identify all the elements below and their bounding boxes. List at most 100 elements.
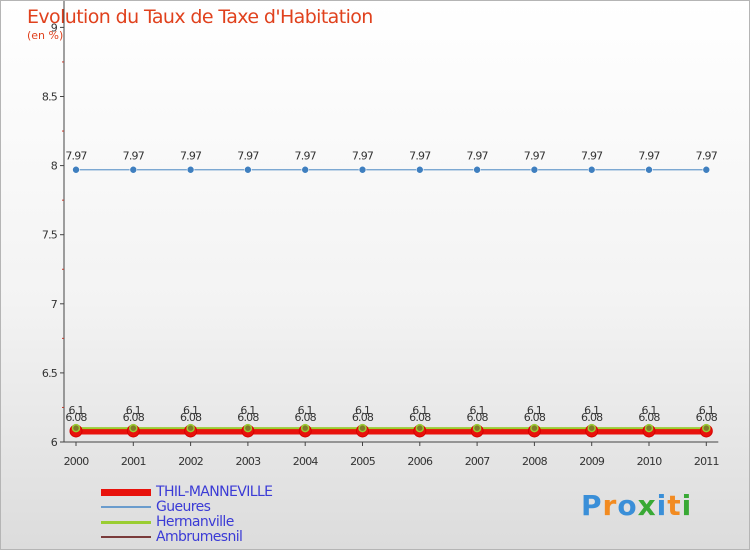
y-tick-label: 8 (51, 160, 58, 173)
y-tick-label: 8.5 (42, 91, 58, 104)
data-point (243, 423, 253, 433)
legend-item: Gueures (101, 500, 272, 515)
data-point (587, 423, 596, 433)
y-tick-label: 6.5 (42, 367, 58, 380)
data-point (530, 165, 539, 174)
data-point (415, 165, 424, 174)
data-label: 7.97 (352, 150, 374, 163)
x-tick-label: 2003 (236, 455, 262, 468)
logo-letter: i (681, 489, 693, 522)
legend-swatch (101, 521, 151, 524)
data-label: 6.1 (641, 404, 656, 417)
legend-swatch (101, 489, 151, 496)
data-label: 7.97 (696, 150, 718, 163)
data-label: 6.1 (412, 404, 427, 417)
data-label: 6.1 (240, 404, 255, 417)
logo-letter: P (581, 489, 603, 522)
data-point (129, 165, 138, 174)
legend-label: Hermanville (156, 514, 234, 530)
data-label: 6.1 (298, 404, 313, 417)
y-tick-label: 6 (51, 436, 58, 449)
data-point (587, 165, 596, 174)
x-tick-label: 2007 (465, 455, 491, 468)
data-label: 6.1 (527, 404, 542, 417)
data-label: 7.97 (180, 150, 202, 163)
legend-swatch (101, 506, 151, 508)
data-point (415, 423, 425, 433)
x-tick-label: 2004 (293, 455, 319, 468)
data-label: 6.08 (466, 411, 488, 424)
data-point (702, 423, 711, 433)
data-point (358, 165, 367, 174)
y-tick-label: 7.5 (42, 229, 58, 242)
data-label: 6.08 (409, 411, 431, 424)
data-label: 7.97 (524, 150, 546, 163)
data-label: 6.1 (584, 404, 599, 417)
legend-label: Gueures (156, 499, 211, 515)
data-point (186, 423, 195, 433)
data-label: 7.97 (409, 150, 431, 163)
logo-letter: i (656, 489, 668, 522)
data-point (301, 165, 310, 174)
data-point (71, 423, 81, 433)
data-point (645, 165, 653, 174)
legend-swatch (101, 536, 151, 538)
data-point (300, 423, 310, 433)
data-label: 6.1 (183, 404, 198, 417)
data-label: 7.97 (466, 150, 488, 163)
x-tick-label: 2011 (694, 455, 719, 468)
legend-item: Hermanville (101, 515, 272, 530)
data-point (644, 423, 654, 433)
chart-subtitle: (en %) (27, 29, 64, 42)
data-point (186, 165, 195, 174)
data-point (72, 165, 80, 174)
data-point (473, 165, 481, 174)
data-label: 6.08 (295, 411, 317, 424)
data-label: 6.08 (581, 411, 603, 424)
logo-letter: x (637, 489, 657, 522)
data-label: 6.08 (237, 411, 259, 424)
data-label: 6.08 (65, 411, 87, 424)
legend-item: THIL-MANNEVILLE (101, 484, 273, 500)
line-chart: 66.577.588.599.51010.51111.5200020012002… (42, 1, 719, 468)
x-tick-label: 2010 (637, 455, 663, 468)
data-label: 7.97 (295, 150, 317, 163)
logo-letter: o (617, 489, 638, 522)
data-label: 6.1 (68, 404, 83, 417)
data-label: 6.08 (352, 411, 374, 424)
x-tick-label: 2000 (64, 455, 90, 468)
data-label: 6.08 (180, 411, 202, 424)
x-tick-label: 2009 (579, 455, 605, 468)
data-label: 6.1 (699, 404, 714, 417)
chart-title: Evolution du Taux de Taxe d'Habitation (27, 6, 373, 28)
data-point (129, 423, 138, 433)
legend-item: Ambrumesnil (101, 530, 272, 545)
data-label: 6.1 (355, 404, 370, 417)
data-label: 7.97 (638, 150, 660, 163)
data-point (530, 423, 539, 433)
x-tick-label: 2008 (522, 455, 548, 468)
x-tick-label: 2001 (121, 455, 146, 468)
data-label: 6.08 (524, 411, 546, 424)
x-tick-label: 2002 (178, 455, 203, 468)
data-label: 7.97 (65, 150, 87, 163)
legend-label: Ambrumesnil (156, 529, 243, 545)
chart-legend: THIL-MANNEVILLE Gueures Hermanville Ambrume… (101, 484, 273, 545)
data-point (472, 423, 482, 433)
data-label: 6.08 (638, 411, 660, 424)
x-tick-label: 2005 (350, 455, 376, 468)
data-point (244, 165, 252, 174)
y-tick-label: 7 (51, 298, 58, 311)
proxiti-logo: Proxiti (581, 489, 692, 522)
data-label: 6.1 (126, 404, 141, 417)
logo-letter: t (667, 489, 682, 522)
data-point (702, 165, 711, 174)
data-label: 6.08 (696, 411, 718, 424)
data-label: 6.1 (470, 404, 485, 417)
data-label: 6.08 (123, 411, 145, 424)
legend-label: THIL-MANNEVILLE (156, 484, 273, 500)
data-point (358, 423, 367, 433)
x-tick-label: 2006 (407, 455, 433, 468)
logo-letter: r (602, 489, 618, 522)
